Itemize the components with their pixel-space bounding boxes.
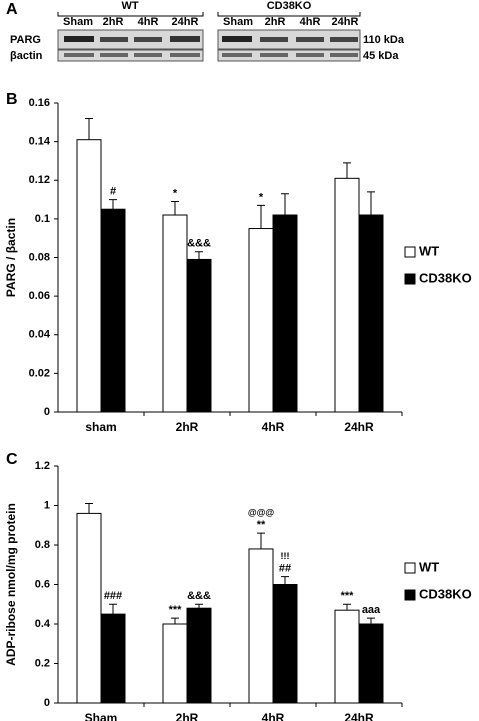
- y-tick-label: 0.1: [35, 213, 50, 225]
- bar: [162, 623, 188, 704]
- y-tick-label: 0.14: [29, 136, 51, 148]
- y-tick-label: 0.08: [29, 251, 50, 263]
- error-bar: [257, 204, 265, 229]
- error-bar: [367, 191, 375, 216]
- error-bar: [171, 617, 179, 624]
- legend-label: CD38KO: [419, 586, 472, 601]
- significance-mark: !!!: [281, 551, 290, 561]
- significance-mark: &&&: [187, 590, 211, 602]
- y-tick-label: 0: [44, 406, 50, 418]
- error-bar: [281, 193, 289, 216]
- lane-label: Sham: [63, 16, 93, 28]
- lane-label: 4hR: [300, 16, 321, 28]
- group-label: WT: [121, 0, 138, 12]
- legend-swatch: [404, 273, 416, 285]
- y-tick-label: 0.2: [35, 657, 50, 669]
- y-tick-label: 0.02: [29, 367, 50, 379]
- error-bar: [257, 532, 265, 549]
- bar: [76, 139, 102, 413]
- error-bar: [195, 251, 203, 260]
- significance-mark: **: [257, 519, 266, 531]
- error-bar: [109, 199, 117, 210]
- group-label: CD38KO: [267, 0, 312, 12]
- x-tick-label: 2hR: [176, 420, 199, 434]
- significance-mark: #: [110, 185, 116, 197]
- bar: [100, 613, 126, 704]
- y-axis-label: PARG / βactin: [4, 218, 18, 297]
- legend-label: WT: [419, 559, 439, 574]
- significance-mark: ***: [341, 590, 355, 602]
- error-bar: [343, 603, 351, 611]
- x-tick-label: sham: [85, 420, 116, 434]
- bar: [100, 208, 126, 413]
- bar: [272, 214, 298, 413]
- significance-mark: ##: [279, 563, 291, 575]
- error-bar: [195, 603, 203, 609]
- blot: [57, 12, 361, 62]
- lane-label: Sham: [223, 16, 253, 28]
- panel-label: B: [6, 91, 18, 108]
- legend-label: WT: [419, 243, 439, 258]
- legend-label: CD38KO: [419, 270, 472, 285]
- y-tick-label: 0.04: [29, 329, 51, 341]
- y-axis-label: ADP-ribose nmol/mg protein: [4, 503, 18, 666]
- y-tick-label: 1.2: [35, 460, 50, 472]
- lane-label: 2hR: [103, 16, 124, 28]
- bar: [248, 228, 274, 413]
- lane-label: 4hR: [138, 16, 159, 28]
- y-tick-label: 0: [44, 697, 50, 709]
- error-bar: [85, 117, 93, 140]
- error-bar: [171, 200, 179, 216]
- error-bar: [109, 603, 117, 615]
- bar: [186, 607, 212, 704]
- y-tick-label: 1: [44, 499, 50, 511]
- bar: [358, 214, 384, 413]
- y-tick-label: 0.06: [29, 290, 50, 302]
- y-tick-label: 0.8: [35, 539, 50, 551]
- lane-label: 24hR: [332, 16, 359, 28]
- x-tick-label: 24hR: [344, 711, 374, 721]
- size-label: 110 kDa: [363, 34, 405, 46]
- significance-mark: &&&: [187, 238, 211, 250]
- bar: [272, 584, 298, 704]
- legend-swatch: [404, 246, 416, 258]
- bar: [162, 214, 188, 413]
- row-label: βactin: [10, 50, 43, 62]
- significance-mark: @@@: [248, 508, 275, 518]
- y-tick-label: 0.6: [35, 578, 50, 590]
- x-tick-label: 2hR: [176, 711, 199, 721]
- x-tick-label: 4hR: [262, 711, 285, 721]
- significance-mark: *: [173, 187, 178, 199]
- error-bar: [343, 162, 351, 179]
- significance-mark: ###: [104, 590, 122, 602]
- lane-label: 2hR: [265, 16, 286, 28]
- bar: [186, 258, 212, 413]
- bar: [334, 177, 360, 413]
- significance-mark: ***: [169, 604, 183, 616]
- y-tick-label: 0.12: [29, 174, 50, 186]
- significance-mark: *: [259, 191, 264, 203]
- x-tick-label: Sham: [85, 711, 118, 721]
- panel-label: A: [6, 1, 18, 18]
- error-bar: [281, 576, 289, 585]
- row-label: PARG: [10, 34, 41, 46]
- error-bar: [367, 617, 375, 624]
- panel-label: C: [6, 451, 18, 468]
- bar: [334, 609, 360, 704]
- x-tick-label: 4hR: [262, 420, 285, 434]
- bar: [76, 512, 102, 704]
- significance-mark: aaa: [362, 604, 381, 616]
- size-label: 45 kDa: [363, 50, 399, 62]
- bar: [358, 623, 384, 704]
- error-bar: [85, 503, 93, 514]
- bar: [248, 548, 274, 704]
- x-tick-label: 24hR: [344, 420, 374, 434]
- lane-label: 24hR: [172, 16, 199, 28]
- legend-swatch: [404, 562, 416, 574]
- y-tick-label: 0.16: [29, 97, 50, 109]
- legend-swatch: [404, 589, 416, 601]
- y-tick-label: 0.4: [35, 618, 51, 630]
